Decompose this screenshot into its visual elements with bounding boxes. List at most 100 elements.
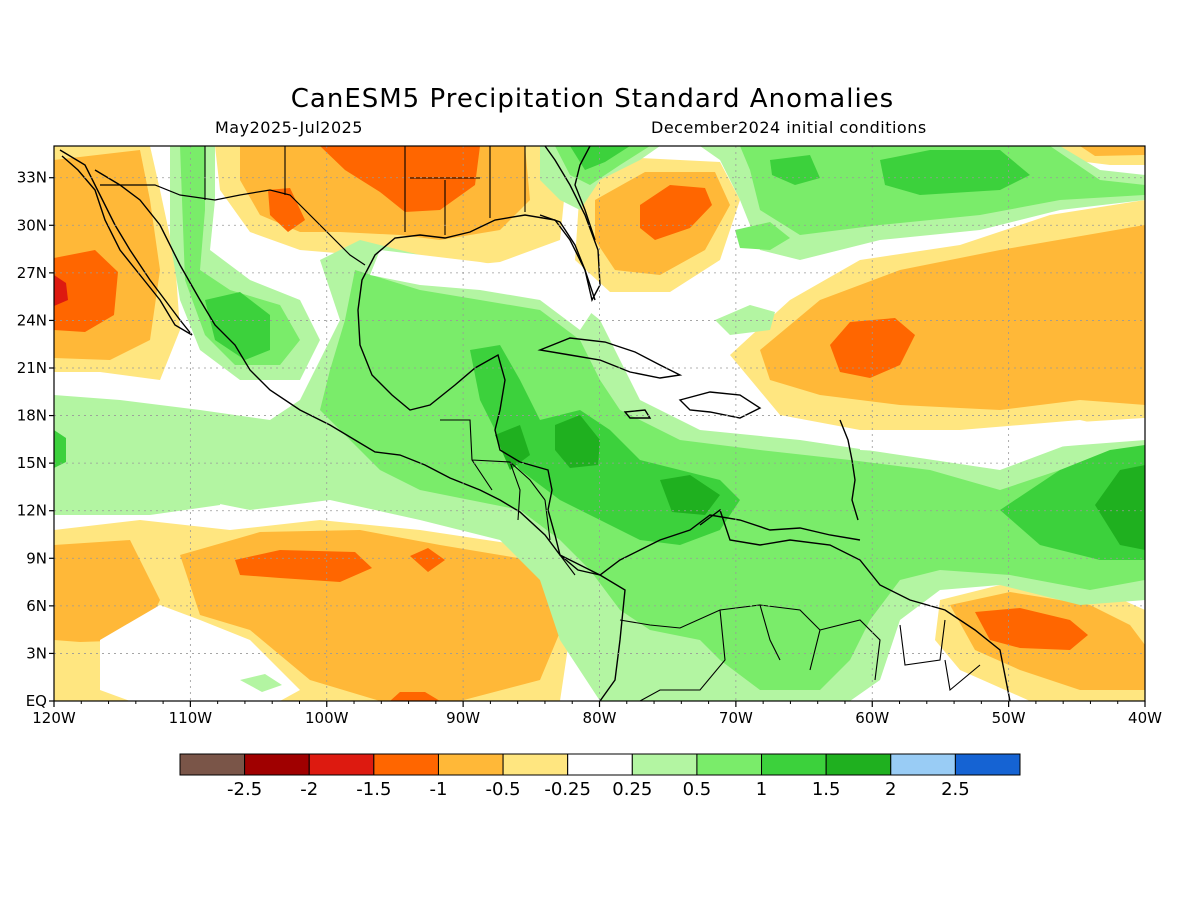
dry-region-texas-strong-2 [268, 188, 305, 232]
wet-region-caribbean-max [555, 415, 600, 468]
wet-region-mexico-pacific-strong [205, 292, 270, 360]
colorbar-label: 1 [756, 779, 767, 800]
dry-region-eastern-pacific-strong-3 [390, 692, 440, 701]
lon-tick-label: 90W [446, 709, 480, 727]
colorbar-label: -0.25 [544, 779, 591, 800]
dry-region-northwest-strong [54, 250, 118, 332]
lon-tick-label: 60W [855, 709, 889, 727]
dry-region-texas-strong [320, 146, 480, 212]
south-america-north-coast [599, 574, 626, 701]
cuba-coast [537, 337, 683, 379]
florida-coast [539, 146, 601, 302]
us-state-lines [204, 146, 526, 235]
colorbar-swatch [631, 753, 698, 776]
venezuela-coast [699, 508, 1011, 701]
lat-tick-label: 6N [26, 597, 47, 615]
mexico-pacific-coast [94, 169, 601, 576]
colorbar-label: 0.5 [683, 779, 712, 800]
lon-tick-label: 70W [719, 709, 753, 727]
colorbar-swatch [373, 753, 439, 776]
wet-region-bermuda [735, 222, 790, 250]
us-mexico-border [100, 184, 366, 266]
colorbar-swatch [890, 753, 956, 776]
gulf-of-mexico-coast [357, 214, 596, 463]
lat-tick-label: EQ [26, 692, 47, 710]
wet-region-pacific-west-strong [54, 430, 66, 468]
baja-california-coast [59, 149, 193, 336]
colorbar-label: 2 [885, 779, 896, 800]
colorbar-swatch [825, 753, 892, 776]
colorbar-label: -2 [300, 779, 318, 800]
colorbar-swatch [179, 753, 246, 776]
lat-tick-label: 12N [17, 502, 47, 520]
colorbar-swatch [567, 753, 633, 776]
hispaniola-coast [678, 391, 762, 419]
lat-tick-label: 9N [26, 549, 47, 567]
jamaica-coast [623, 409, 652, 419]
wet-region-southeast-us-strong [570, 146, 630, 170]
dry-region-northwest-max [54, 275, 68, 306]
forecast-period: May2025-Jul2025 [215, 118, 363, 137]
dry-region-guianas-strong [975, 608, 1088, 650]
wet-region-north-atlantic-strong-2 [770, 155, 820, 185]
dry-region-eastern-pacific-core [54, 540, 160, 642]
colorbar-label: -0.5 [486, 779, 521, 800]
colorbar-label: -1 [429, 779, 447, 800]
colorbar: -2.5 -2 -1.5 -1 -0.5 -0.25 0.25 0.5 1 1.5 2 2.5 [179, 753, 1021, 800]
wet-region-atlantic-east [1000, 445, 1145, 560]
wet-region-north-atlantic-strong [880, 150, 1030, 195]
lon-tick-label: 100W [305, 709, 349, 727]
wet-spot-pacific [240, 674, 282, 692]
central-america-caribbean-coast [519, 461, 861, 576]
map-title: CanESM5 Precipitation Standard Anomalies [290, 84, 895, 114]
colorbar-swatch [308, 753, 375, 776]
colorbar-swatch [437, 753, 504, 776]
colorbar-label: 1.5 [812, 779, 841, 800]
lon-tick-label: 50W [992, 709, 1026, 727]
dry-region-central-atlantic-strong [830, 318, 915, 378]
lat-tick-label: 3N [26, 644, 47, 662]
colorbar-label: -2.5 [227, 779, 262, 800]
lesser-antilles [839, 419, 859, 521]
colorbar-swatch [244, 753, 310, 776]
lat-tick-label: 30N [17, 216, 47, 234]
wet-region-gulf-core [320, 270, 1145, 690]
colorbar-swatch [696, 753, 763, 776]
colorbar-label: -1.5 [356, 779, 391, 800]
colorbar-swatch [954, 753, 1021, 776]
dry-region-eastern-pacific-strong-2 [410, 548, 445, 572]
dry-region-atlantic-west-strong [640, 185, 712, 240]
lat-tick-label: 21N [17, 359, 47, 377]
lat-axis: EQ 3N 6N 9N 12N 15N 18N 21N 24N 27N 30N 33N [17, 169, 54, 710]
central-america-borders [440, 419, 576, 576]
wet-region-caribbean-max-2 [660, 475, 720, 515]
lat-tick-label: 18N [17, 407, 47, 425]
lat-tick-label: 15N [17, 454, 47, 472]
lat-tick-label: 24N [17, 311, 47, 329]
lon-axis: 120W 110W 100W 90W 80W 70W 60W 50W 40W [32, 701, 1162, 727]
lat-tick-label: 33N [17, 169, 47, 187]
colorbar-swatch [502, 753, 569, 776]
us-east-coast [574, 146, 596, 241]
map-grid [54, 146, 1145, 701]
wet-region-pacific-west-light [54, 400, 230, 515]
colorbar-label: 2.5 [941, 779, 970, 800]
coastlines [59, 146, 1011, 701]
neutral-belt-pacific [100, 605, 300, 701]
neutral-belt-gulf [370, 250, 600, 330]
colorbar-swatch [761, 753, 827, 776]
colorbar-label: 0.25 [612, 779, 652, 800]
neutral-belt-atlantic [860, 418, 1145, 455]
wet-region-bahamas [715, 305, 775, 335]
dry-region-northeast-core [1080, 146, 1145, 156]
initial-conditions: December2024 initial conditions [651, 118, 927, 137]
wet-region-atlantic-east-max [1095, 465, 1145, 550]
lon-tick-label: 110W [169, 709, 213, 727]
wet-region-caribbean-max-3 [495, 425, 530, 470]
lon-tick-label: 80W [583, 709, 617, 727]
lon-tick-label: 120W [32, 709, 76, 727]
lon-tick-label: 40W [1128, 709, 1162, 727]
south-america-borders [619, 604, 981, 701]
lat-tick-label: 27N [17, 264, 47, 282]
